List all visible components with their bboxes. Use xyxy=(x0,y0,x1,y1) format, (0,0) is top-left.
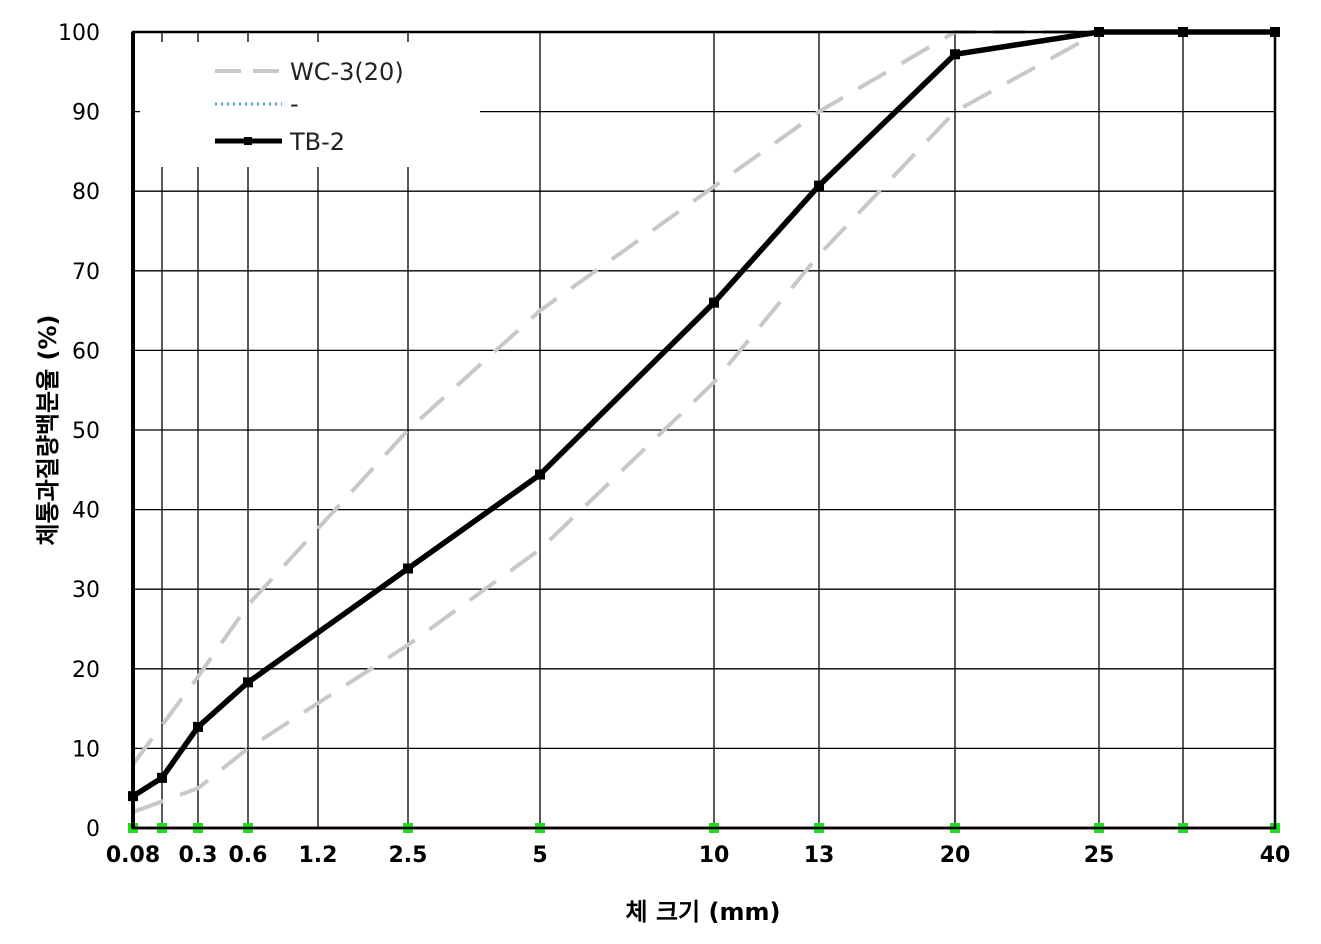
x-tick-label: 25 xyxy=(1084,843,1115,868)
legend-label-dotted: - xyxy=(290,90,299,118)
x-tick-label: 20 xyxy=(940,843,971,868)
legend: WC-3(20) - TB-2 xyxy=(140,42,480,167)
x-tick-label: 10 xyxy=(699,843,730,868)
x-tick-label: 0.3 xyxy=(179,843,218,868)
legend-marker-tb2 xyxy=(244,137,252,145)
y-tick-label: 100 xyxy=(58,21,100,46)
y-tick-label: 40 xyxy=(72,499,100,524)
y-tick-label: 60 xyxy=(72,339,100,364)
series-point-tb2 xyxy=(709,297,719,308)
series-point-tb2 xyxy=(403,563,413,574)
x-tick-label: 1.2 xyxy=(299,843,338,868)
series-point-tb2 xyxy=(157,772,167,783)
x-tick-label: 40 xyxy=(1260,843,1291,868)
x-axis-label: 체 크기 (mm) xyxy=(626,898,781,926)
x-tick-label: 0.6 xyxy=(229,843,268,868)
x-tick-label: 0.08 xyxy=(106,843,160,868)
x-tick-labels: 0.08 0.3 0.6 1.2 2.5 5 10 13 20 25 40 xyxy=(106,843,1290,868)
legend-label-tb2: TB-2 xyxy=(289,128,345,156)
y-tick-label: 50 xyxy=(72,419,100,444)
series-point-tb2 xyxy=(950,49,960,60)
y-tick-label: 80 xyxy=(72,180,100,205)
series-point-tb2 xyxy=(193,721,203,732)
series-point-tb2 xyxy=(814,180,824,191)
x-tick-label: 13 xyxy=(804,843,835,868)
y-tick-label: 70 xyxy=(72,260,100,285)
x-tick-label: 2.5 xyxy=(389,843,428,868)
series-point-tb2 xyxy=(535,469,545,480)
plot-frame xyxy=(131,30,1277,830)
y-tick-label: 20 xyxy=(72,658,100,683)
y-tick-label: 0 xyxy=(86,817,100,842)
legend-label-wc3: WC-3(20) xyxy=(290,58,404,86)
legend-background xyxy=(140,42,480,167)
y-tick-label: 90 xyxy=(72,101,100,126)
y-axis-label: 체통과질량백분율 (%) xyxy=(34,315,62,546)
y-tick-labels: 0 10 20 30 40 50 60 70 80 90 100 xyxy=(58,21,100,842)
y-tick-label: 10 xyxy=(72,737,100,762)
series-line-wc3-lower xyxy=(132,30,1275,814)
y-tick-label: 30 xyxy=(72,578,100,603)
x-tick-label: 5 xyxy=(532,843,547,868)
series-point-tb2 xyxy=(243,677,253,688)
